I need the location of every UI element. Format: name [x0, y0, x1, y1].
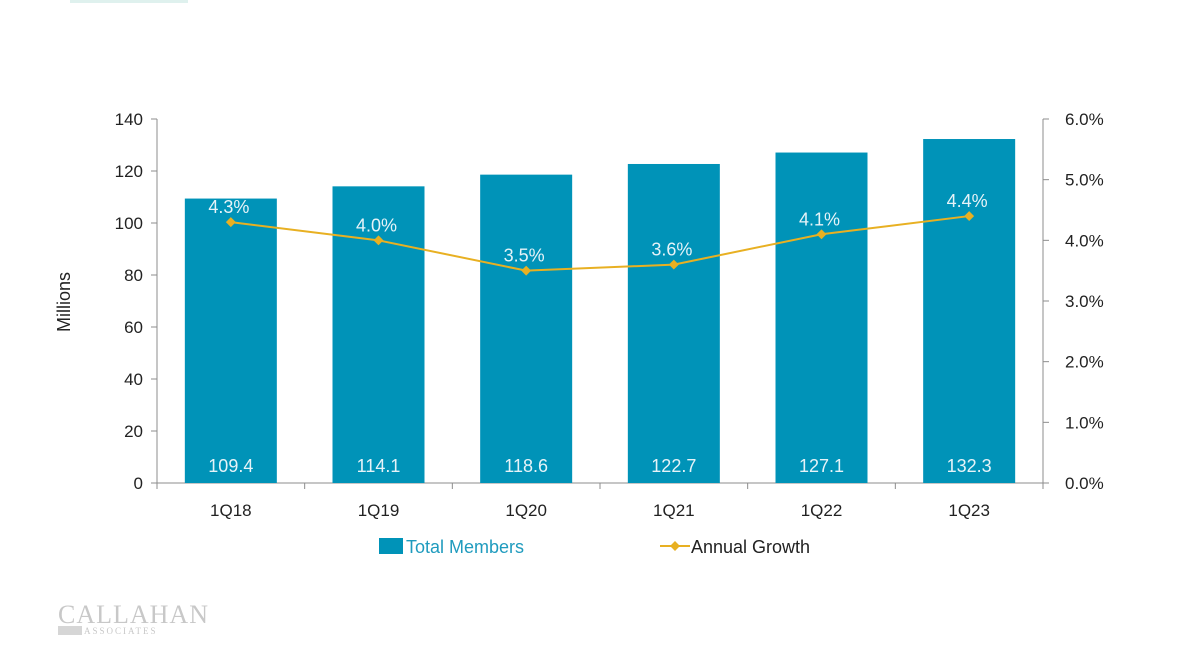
- left-tick-label: 80: [124, 266, 143, 285]
- right-tick-label: 0.0%: [1065, 474, 1104, 493]
- growth-point: [521, 265, 532, 276]
- callahan-logo: CALLAHAN ASSOCIATES: [58, 602, 208, 638]
- bar: [923, 139, 1016, 483]
- growth-point: [373, 235, 384, 246]
- growth-value-label: 3.5%: [504, 246, 545, 266]
- legend: Total Members Annual Growth: [379, 537, 810, 557]
- top-accent-bar: [70, 0, 188, 3]
- legend-swatch-total-members: [379, 538, 403, 554]
- legend-marker-annual-growth: [670, 541, 680, 551]
- bar-value-label: 118.6: [504, 456, 548, 476]
- right-tick-label: 6.0%: [1065, 110, 1104, 129]
- x-tick-label: 1Q18: [210, 501, 252, 520]
- legend-label-total-members: Total Members: [406, 537, 524, 557]
- x-tick-label: 1Q19: [358, 501, 400, 520]
- left-tick-label: 100: [115, 214, 143, 233]
- left-tick-label: 120: [115, 162, 143, 181]
- growth-value-label: 4.0%: [356, 215, 397, 235]
- left-tick-label: 60: [124, 318, 143, 337]
- growth-value-label: 4.3%: [208, 197, 249, 217]
- x-tick-label: 1Q23: [948, 501, 990, 520]
- growth-point: [225, 217, 236, 228]
- right-tick-label: 4.0%: [1065, 231, 1104, 250]
- growth-point: [964, 211, 975, 222]
- left-tick-label: 0: [134, 474, 143, 493]
- right-tick-label: 3.0%: [1065, 292, 1104, 311]
- right-tick-label: 1.0%: [1065, 413, 1104, 432]
- growth-line-series: [225, 211, 975, 276]
- growth-value-label: 3.6%: [651, 240, 692, 260]
- x-tick-label: 1Q21: [653, 501, 695, 520]
- bar-value-label: 109.4: [208, 456, 253, 476]
- bar: [184, 198, 277, 483]
- growth-point: [816, 229, 827, 240]
- x-tick-label: 1Q22: [801, 501, 843, 520]
- legend-label-annual-growth: Annual Growth: [691, 537, 810, 557]
- x-tick-label: 1Q20: [505, 501, 547, 520]
- bar-value-label: 122.7: [651, 456, 696, 476]
- bar: [775, 152, 868, 484]
- axes: 0 20 40 60 80 100 120 140 0.0% 1.0% 2.0% 3.0% 4.0% 5.…: [115, 110, 1104, 520]
- logo-wordmark: CALLAHAN: [58, 600, 209, 629]
- bar-value-label: 132.3: [947, 456, 992, 476]
- bars-series: [184, 139, 1016, 484]
- left-tick-label: 40: [124, 370, 143, 389]
- logo-amp-mark: [58, 626, 82, 635]
- growth-line: [230, 215, 970, 272]
- growth-value-label: 4.4%: [947, 191, 988, 211]
- logo-subtitle: ASSOCIATES: [84, 626, 158, 636]
- bar: [480, 174, 573, 483]
- y-axis-title: Millions: [54, 272, 74, 332]
- bar-value-label: 127.1: [799, 456, 844, 476]
- right-tick-label: 2.0%: [1065, 353, 1104, 372]
- growth-point: [668, 259, 679, 270]
- data-labels: 109.4 114.1 118.6 122.7 127.1 132.3 4.3% 4.0% 3.…: [208, 191, 991, 476]
- right-tick-label: 5.0%: [1065, 171, 1104, 190]
- left-tick-label: 20: [124, 422, 143, 441]
- growth-value-label: 4.1%: [799, 209, 840, 229]
- left-tick-label: 140: [115, 110, 143, 129]
- bar: [627, 163, 720, 484]
- bar-value-label: 114.1: [357, 456, 401, 476]
